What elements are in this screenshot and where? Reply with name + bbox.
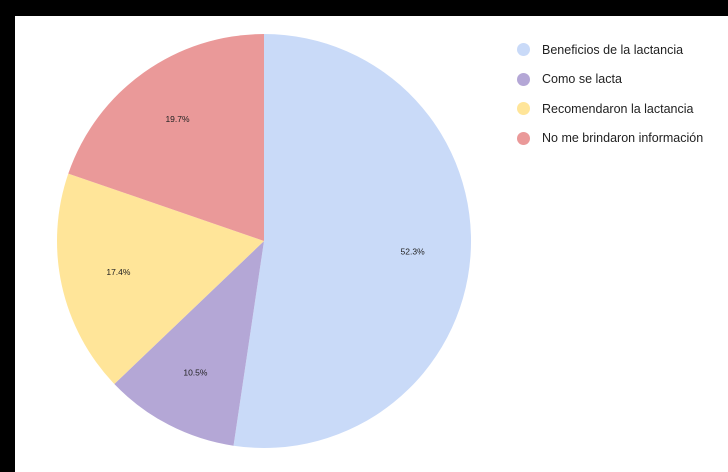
legend-swatch: [517, 102, 530, 116]
legend-swatch: [517, 131, 530, 145]
legend-swatch: [517, 43, 530, 57]
legend: Beneficios de la lactancia Como se lacta R…: [517, 35, 703, 153]
slice-label-2: 17.4%: [106, 267, 131, 277]
pie-slice-2: [57, 173, 265, 384]
legend-label: Como se lacta: [542, 72, 622, 87]
pie-chart: 52.3% 10.5% 17.4% 19.7%: [57, 34, 472, 448]
legend-item: Como se lacta: [517, 65, 703, 95]
legend-label: Beneficios de la lactancia: [542, 42, 684, 57]
pie-slice-3: [68, 34, 264, 241]
pie-slice-1: [114, 241, 264, 446]
legend-item: No me brindaron información: [517, 124, 703, 154]
slice-label-0: 52.3%: [401, 246, 426, 256]
legend-label: Recomendaron la lactancia: [542, 101, 694, 116]
legend-item: Beneficios de la lactancia: [517, 35, 703, 65]
slice-label-1: 10.5%: [183, 368, 208, 378]
chart-area: 52.3% 10.5% 17.4% 19.7% Beneficios de la la…: [15, 16, 728, 472]
legend-label: No me brindaron información: [542, 131, 704, 146]
legend-item: Recomendaron la lactancia: [517, 94, 703, 124]
legend-swatch: [517, 72, 530, 86]
pie-slice-0: [233, 34, 472, 448]
slice-label-3: 19.7%: [165, 114, 190, 124]
